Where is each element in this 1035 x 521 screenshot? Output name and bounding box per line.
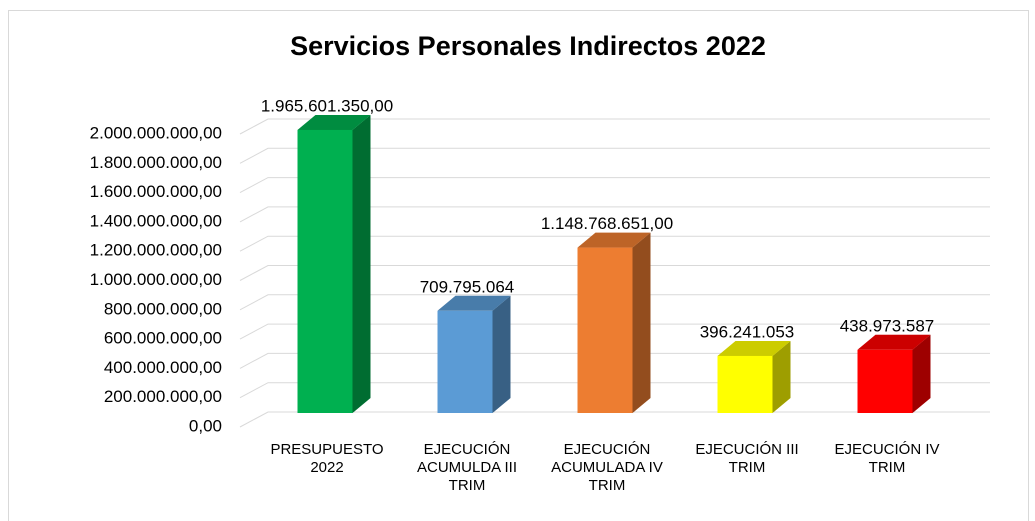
bar-top bbox=[857, 334, 931, 350]
y-tick-label: 2.000.000.000,00 bbox=[90, 123, 222, 142]
bar-top bbox=[577, 232, 651, 248]
y-tick-label: 400.000.000,00 bbox=[104, 358, 222, 377]
grid-line bbox=[239, 294, 990, 311]
bar-side-shade bbox=[352, 114, 371, 414]
data-label: 709.795.064 bbox=[420, 277, 515, 296]
bar bbox=[297, 129, 353, 413]
bar-top bbox=[717, 340, 791, 356]
bar-side bbox=[772, 340, 791, 413]
bar-side bbox=[632, 232, 651, 413]
y-tick-label: 1.400.000.000,00 bbox=[90, 211, 222, 230]
x-tick-label: EJECUCIÓN IV TRIM bbox=[834, 441, 940, 476]
bar-top-shade bbox=[437, 295, 511, 311]
bar bbox=[437, 310, 493, 413]
bar-side bbox=[492, 295, 511, 413]
bar-side bbox=[352, 114, 371, 414]
data-label: 396.241.053 bbox=[700, 322, 795, 341]
bar bbox=[857, 349, 913, 413]
bar-top-shade bbox=[717, 340, 791, 356]
grid-line bbox=[239, 265, 990, 281]
data-label: 1.148.768.651,00 bbox=[541, 214, 673, 233]
bar-top-shade bbox=[577, 232, 651, 248]
y-tick-label: 0,00 bbox=[189, 416, 222, 435]
data-label: 1.965.601.350,00 bbox=[261, 96, 393, 115]
y-tick-label: 1.200.000.000,00 bbox=[90, 241, 222, 260]
bar-top bbox=[297, 114, 371, 130]
grid-line bbox=[239, 323, 990, 340]
y-tick-label: 1.000.000.000,00 bbox=[90, 270, 222, 289]
bar bbox=[717, 355, 773, 413]
grid-line bbox=[239, 147, 990, 164]
bar-top bbox=[437, 295, 511, 311]
bar-side bbox=[912, 334, 931, 413]
y-tick-label: 1.600.000.000,00 bbox=[90, 182, 222, 201]
y-tick-label: 1.800.000.000,00 bbox=[90, 153, 222, 172]
data-label: 438.973.587 bbox=[840, 316, 935, 335]
x-tick-label: EJECUCIÓN ACUMULADA IV TRIM bbox=[551, 441, 663, 494]
bar-top-shade bbox=[857, 334, 931, 350]
grid-line bbox=[239, 118, 990, 135]
grid-line bbox=[239, 177, 990, 194]
bar bbox=[577, 247, 633, 413]
x-tick-label: EJECUCIÓN ACUMULDA III TRIM bbox=[416, 441, 518, 494]
bar-side-shade bbox=[772, 340, 791, 413]
x-tick-label: PRESUPUESTO 2022 bbox=[270, 441, 384, 476]
y-tick-label: 600.000.000,00 bbox=[104, 329, 222, 348]
grid-line bbox=[239, 206, 990, 223]
bar-side-shade bbox=[632, 232, 651, 413]
y-tick-label: 800.000.000,00 bbox=[104, 299, 222, 318]
y-tick-label: 200.000.000,00 bbox=[104, 387, 222, 406]
bar-top-shade bbox=[297, 114, 371, 130]
chart-title: Servicios Personales Indirectos 2022 bbox=[290, 31, 766, 61]
x-tick-label: EJECUCIÓN III TRIM bbox=[695, 441, 799, 476]
bar-side-shade bbox=[492, 295, 511, 413]
bar-side-shade bbox=[912, 334, 931, 413]
grid-line bbox=[239, 235, 990, 252]
